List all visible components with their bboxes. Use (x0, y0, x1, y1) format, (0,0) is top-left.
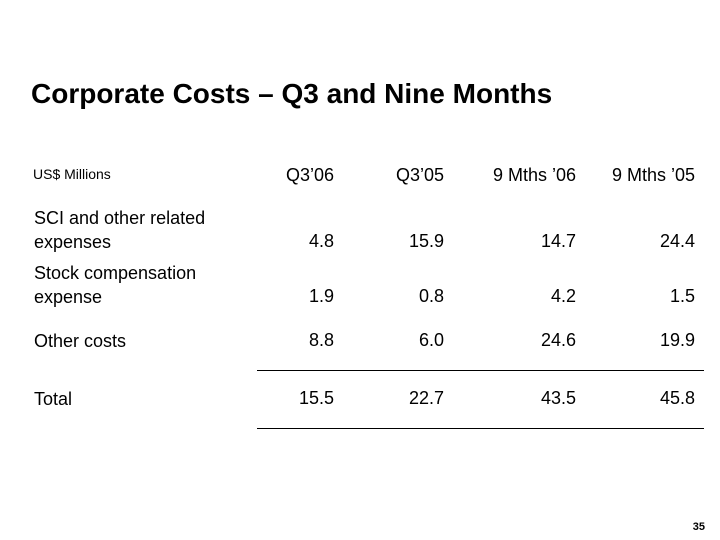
table-cell: 6.0 (418, 330, 444, 350)
table-cell: 24.6 (540, 330, 576, 350)
table-cell: 24.4 (659, 231, 695, 251)
row-label-total: Total (34, 387, 72, 411)
page-title: Corporate Costs – Q3 and Nine Months (31, 78, 553, 109)
row-label-line: Other costs (34, 331, 127, 351)
row-label-line: Stock compensation (34, 263, 197, 283)
table-cell: 1.5 (669, 286, 695, 306)
divider (257, 370, 704, 371)
table-cell: 45.8 (659, 388, 695, 408)
table-cell: 43.5 (540, 388, 576, 408)
column-header-9mths-06: 9 Mths ’06 (492, 165, 576, 185)
table-cell: 8.8 (308, 330, 334, 350)
row-label-line: Total (34, 389, 73, 409)
row-label-line: expense (34, 287, 103, 307)
table-cell: 15.9 (408, 231, 444, 251)
table-cell: 19.9 (659, 330, 695, 350)
row-label-sci-expenses: SCI and other related expenses (34, 206, 205, 254)
table-cell: 1.9 (308, 286, 334, 306)
units-label: US$ Millions (33, 166, 111, 182)
table-cell: 14.7 (540, 231, 576, 251)
page-number: 35 (692, 521, 705, 533)
column-header-9mths-05: 9 Mths ’05 (611, 165, 695, 185)
table-cell: 4.8 (308, 231, 334, 251)
table-cell: 0.8 (418, 286, 444, 306)
column-header-q3-06: Q3’06 (285, 165, 334, 185)
divider (257, 428, 704, 429)
row-label-other-costs: Other costs (34, 329, 126, 353)
column-header-q3-05: Q3’05 (395, 165, 444, 185)
row-label-line: SCI and other related (34, 208, 206, 228)
row-label-line: expenses (34, 232, 112, 252)
row-label-stock-compensation: Stock compensation expense (34, 261, 196, 309)
table-cell: 22.7 (408, 388, 444, 408)
table-cell: 15.5 (298, 388, 334, 408)
table-cell: 4.2 (550, 286, 576, 306)
